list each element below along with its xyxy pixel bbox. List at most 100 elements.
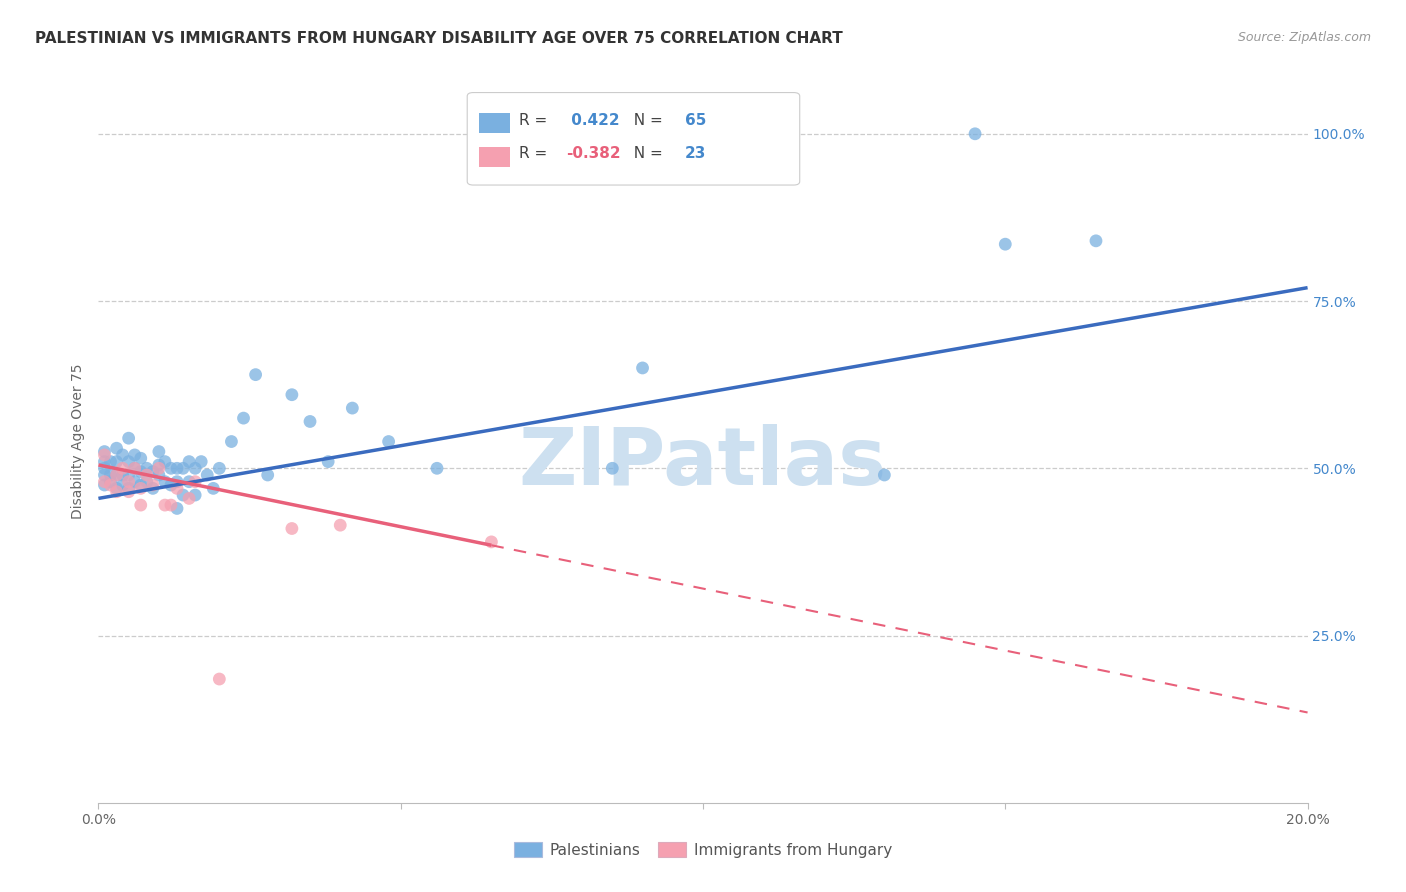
Point (148, 458, 170, 472)
Point (202, 482, 225, 496)
Point (965, 127, 987, 141)
Point (153, 475, 176, 489)
Point (1085, 234, 1108, 248)
Point (426, 461, 449, 475)
Point (135, 467, 157, 482)
Point (129, 451, 152, 466)
Point (100, 478, 122, 492)
Point (153, 498, 176, 512)
Point (172, 488, 194, 502)
Point (124, 475, 146, 489)
Point (221, 434, 243, 449)
Point (160, 461, 183, 475)
Point (208, 461, 231, 475)
Point (93, 448, 115, 462)
Point (111, 461, 134, 475)
FancyBboxPatch shape (479, 147, 509, 167)
Point (118, 431, 141, 445)
Point (602, 461, 624, 475)
Point (100, 467, 122, 482)
Point (105, 455, 128, 469)
Point (100, 455, 122, 469)
Point (100, 475, 122, 489)
Point (124, 461, 146, 475)
Point (481, 534, 503, 549)
Point (160, 478, 183, 492)
Point (105, 482, 128, 496)
Point (377, 434, 399, 449)
Point (281, 521, 304, 535)
Point (166, 482, 188, 496)
Point (148, 467, 170, 482)
Point (153, 455, 176, 469)
Point (184, 461, 207, 475)
Point (281, 387, 304, 401)
Text: -0.382: -0.382 (567, 146, 621, 161)
Point (172, 461, 194, 475)
Point (873, 467, 896, 482)
Legend: Palestinians, Immigrants from Hungary: Palestinians, Immigrants from Hungary (508, 836, 898, 863)
Point (299, 414, 322, 429)
Point (342, 401, 364, 416)
Point (631, 361, 654, 376)
Point (118, 467, 141, 482)
Point (93, 467, 115, 482)
Point (184, 475, 207, 489)
Point (93, 444, 115, 458)
Point (105, 467, 128, 482)
Point (245, 368, 267, 382)
Point (111, 448, 134, 462)
Y-axis label: Disability Age Over 75: Disability Age Over 75 (72, 364, 86, 519)
Point (93, 461, 115, 475)
Point (118, 475, 141, 489)
Point (105, 442, 128, 455)
Point (329, 518, 352, 533)
Point (129, 465, 152, 479)
Point (105, 467, 128, 482)
Point (93, 475, 115, 489)
Point (166, 461, 188, 475)
Point (190, 455, 212, 469)
Point (142, 478, 165, 492)
Text: Source: ZipAtlas.com: Source: ZipAtlas.com (1237, 31, 1371, 45)
Text: 65: 65 (685, 112, 706, 128)
Point (195, 467, 218, 482)
Point (129, 482, 152, 496)
FancyBboxPatch shape (467, 93, 800, 185)
Point (160, 498, 183, 512)
Point (232, 411, 254, 425)
Text: ZIPatlas: ZIPatlas (519, 425, 887, 502)
Point (135, 461, 157, 475)
Point (256, 467, 278, 482)
Point (129, 498, 152, 512)
Point (142, 465, 165, 479)
Point (179, 475, 201, 489)
Point (994, 237, 1017, 252)
Point (93, 455, 115, 469)
Point (129, 478, 152, 492)
Point (208, 672, 231, 686)
Text: 0.422: 0.422 (567, 112, 620, 128)
Point (148, 461, 170, 475)
Point (111, 478, 134, 492)
Point (148, 444, 170, 458)
Point (118, 455, 141, 469)
Point (105, 484, 128, 499)
Point (111, 467, 134, 482)
Text: R =: R = (519, 112, 553, 128)
Point (179, 491, 201, 506)
Point (142, 482, 165, 496)
Text: PALESTINIAN VS IMMIGRANTS FROM HUNGARY DISABILITY AGE OVER 75 CORRELATION CHART: PALESTINIAN VS IMMIGRANTS FROM HUNGARY D… (35, 31, 844, 46)
Point (316, 455, 339, 469)
Point (93, 478, 115, 492)
Text: R =: R = (519, 146, 553, 161)
Point (124, 461, 146, 475)
Point (166, 501, 188, 516)
Point (135, 475, 157, 489)
Point (184, 488, 207, 502)
Point (179, 455, 201, 469)
Text: N =: N = (624, 146, 668, 161)
Point (124, 448, 146, 462)
Text: N =: N = (624, 112, 668, 128)
FancyBboxPatch shape (479, 112, 509, 133)
